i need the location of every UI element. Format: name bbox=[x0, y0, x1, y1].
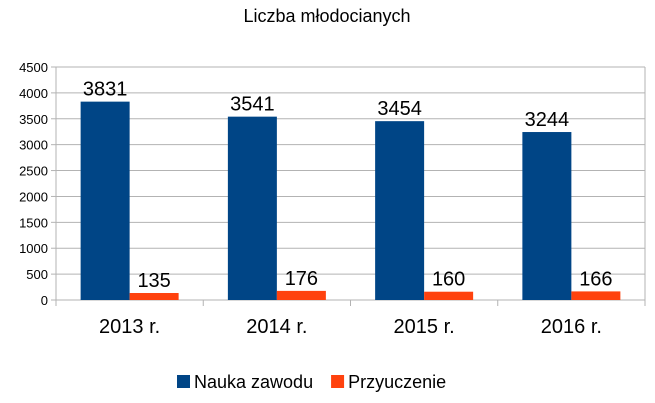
x-tick-label: 2016 r. bbox=[541, 316, 602, 338]
data-label: 176 bbox=[285, 268, 318, 290]
bar bbox=[227, 116, 277, 300]
bars bbox=[80, 101, 621, 301]
data-label: 3244 bbox=[525, 109, 570, 131]
legend-swatch bbox=[331, 375, 345, 388]
y-tick-label: 2000 bbox=[19, 189, 48, 204]
bar bbox=[80, 101, 130, 300]
legend-label: Przyuczenie bbox=[348, 372, 446, 392]
y-tick-label: 3500 bbox=[19, 112, 48, 127]
y-tick-label: 2500 bbox=[19, 164, 48, 179]
legend: Nauka zawodu Przyuczenie bbox=[177, 372, 446, 392]
y-tick-label: 1000 bbox=[19, 241, 48, 256]
data-label: 160 bbox=[432, 269, 465, 291]
x-tick-label: 2014 r. bbox=[246, 316, 307, 338]
data-label: 3541 bbox=[230, 94, 275, 116]
data-label: 135 bbox=[137, 270, 170, 292]
y-tick-label: 0 bbox=[41, 293, 48, 308]
data-label: 166 bbox=[579, 268, 612, 290]
data-label: 3831 bbox=[83, 79, 128, 101]
bar bbox=[375, 121, 425, 301]
y-tick-label: 3000 bbox=[19, 138, 48, 153]
y-tick-label: 4500 bbox=[19, 60, 48, 75]
bar bbox=[522, 132, 572, 300]
legend-swatch bbox=[177, 375, 190, 388]
bar bbox=[424, 291, 474, 300]
y-tick-label: 4000 bbox=[19, 86, 48, 101]
y-tick-label: 1500 bbox=[19, 215, 48, 230]
gridlines bbox=[56, 66, 645, 301]
y-axis: 0 500 1000 1500 2000 2500 3000 3500 4000 4500 bbox=[19, 60, 646, 308]
data-labels: 3831 135 3541 176 3454 160 3244 166 bbox=[83, 79, 613, 292]
data-label: 3454 bbox=[377, 98, 422, 120]
y-tick-label: 500 bbox=[26, 267, 48, 282]
chart-title: Liczba młodocianych bbox=[243, 6, 410, 26]
x-tick-label: 2015 r. bbox=[394, 316, 455, 338]
bar bbox=[571, 291, 621, 300]
bar bbox=[276, 290, 326, 300]
bar bbox=[129, 293, 179, 300]
x-tick-label: 2013 r. bbox=[99, 316, 160, 338]
legend-label: Nauka zawodu bbox=[194, 372, 313, 392]
x-axis: 2013 r. 2014 r. 2015 r. 2016 r. bbox=[55, 300, 646, 338]
